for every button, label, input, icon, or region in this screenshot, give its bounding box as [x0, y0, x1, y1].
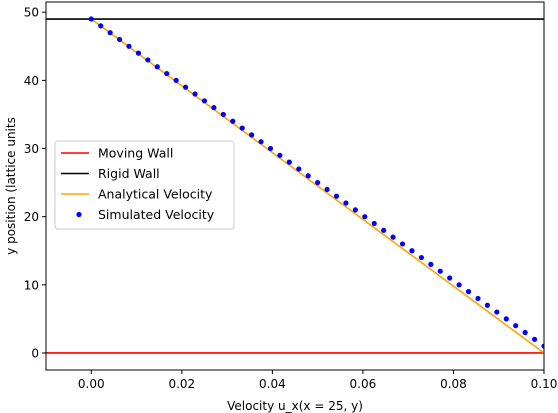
- simulated-velocity-point: [475, 295, 481, 302]
- simulated-velocity-point: [230, 118, 236, 124]
- simulated-velocity-point: [126, 43, 132, 49]
- simulated-velocity-point: [267, 145, 274, 152]
- simulated-velocity-point: [173, 77, 179, 83]
- simulated-velocity-point: [531, 336, 538, 342]
- simulated-velocity-point: [484, 302, 491, 308]
- x-axis-label: Velocity u_x(x = 25, y): [227, 399, 363, 413]
- simulated-velocity-point: [277, 152, 283, 158]
- simulated-velocity-point: [343, 200, 349, 206]
- simulated-velocity-point: [220, 111, 226, 118]
- simulated-velocity-point: [418, 254, 424, 261]
- simulated-velocity-point: [296, 166, 302, 172]
- simulated-velocity-point: [145, 57, 151, 63]
- simulated-velocity-point: [135, 50, 142, 56]
- simulated-velocity-point: [390, 234, 396, 240]
- y-tick-label: 30: [24, 142, 39, 156]
- simulated-velocity-point: [98, 23, 104, 29]
- x-tick-label: 0.00: [78, 377, 105, 391]
- simulated-velocity-point: [522, 329, 528, 336]
- simulated-velocity-point: [258, 139, 264, 145]
- y-tick-label: 40: [24, 74, 39, 88]
- y-tick-label: 0: [31, 346, 39, 360]
- simulated-velocity-point: [456, 282, 462, 288]
- y-axis-label: y position (lattice units: [4, 117, 18, 255]
- simulated-velocity-point: [465, 289, 472, 295]
- simulated-velocity-point: [249, 132, 255, 138]
- simulated-velocity-legend-marker: [76, 211, 82, 218]
- simulated-velocity-point: [494, 309, 500, 315]
- simulated-velocity-point: [437, 268, 443, 274]
- simulated-velocity-point: [428, 261, 434, 267]
- simulated-velocity-point: [447, 275, 453, 281]
- simulated-velocity-point: [362, 214, 368, 220]
- axes-frame: [45, 1, 545, 371]
- simulated-velocity-point: [305, 173, 311, 179]
- plot-area: [46, 16, 544, 354]
- simulated-velocity-point: [164, 70, 170, 77]
- y-tick-label: 20: [24, 210, 39, 224]
- x-tick-label: 0.06: [350, 377, 377, 391]
- simulated-velocity-point: [503, 316, 509, 322]
- legend-box: [54, 140, 235, 230]
- simulated-velocity-point: [399, 241, 406, 247]
- simulated-velocity-point: [239, 125, 245, 131]
- x-tick-label: 0.04: [259, 377, 286, 391]
- simulated-velocity-point: [107, 30, 113, 36]
- simulated-velocity-point: [324, 186, 330, 193]
- simulated-velocity-point: [154, 64, 160, 70]
- simulated-velocity-point: [182, 84, 189, 90]
- ticks: 0.00 0.02 0.04 0.06 0.08 0.10 0 10 20 30 40 50: [24, 6, 558, 391]
- simulated-velocity-legend-label: Simulated Velocity: [98, 207, 215, 222]
- simulated-velocity-point: [381, 227, 387, 233]
- x-tick-label: 0.08: [440, 377, 467, 391]
- simulated-velocity-point: [211, 105, 217, 111]
- series-group: [46, 16, 544, 354]
- y-tick-label: 50: [24, 6, 39, 20]
- simulated-velocity-point: [88, 16, 94, 22]
- x-tick-label: 0.02: [168, 377, 195, 391]
- simulated-velocity-point: [371, 220, 377, 227]
- simulated-velocity-point: [201, 98, 208, 104]
- simulated-velocity-point: [541, 343, 544, 349]
- simulated-velocity-point: [315, 179, 321, 186]
- y-tick-label: 10: [24, 278, 39, 292]
- simulated-velocity-point: [333, 193, 340, 199]
- legend: Moving Wall Rigid Wall Analytical Velocity…: [54, 140, 235, 230]
- simulated-velocity-point: [116, 36, 123, 43]
- rigid-wall-legend-label: Rigid Wall: [98, 166, 160, 181]
- simulated-velocity-point: [286, 159, 292, 165]
- simulated-velocity-point: [352, 207, 358, 213]
- analytical-velocity-legend-label: Analytical Velocity: [98, 187, 213, 202]
- x-tick-label: 0.10: [531, 377, 558, 391]
- simulated-velocity-point: [513, 323, 519, 329]
- simulated-velocity-point: [409, 248, 415, 254]
- simulated-velocity-point: [192, 91, 198, 97]
- moving-wall-legend-label: Moving Wall: [98, 146, 173, 161]
